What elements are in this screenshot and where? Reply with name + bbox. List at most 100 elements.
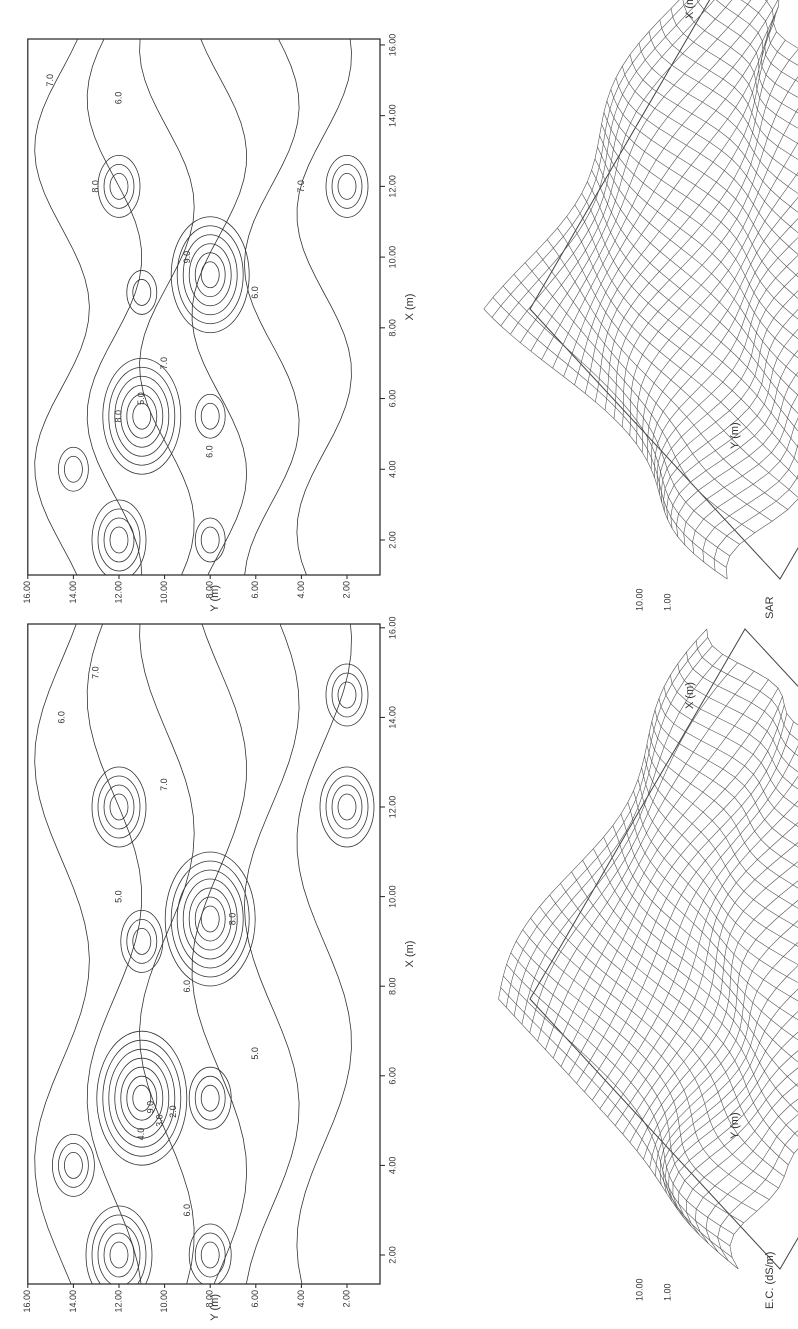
surface-y-label: Y (m) [729,1112,741,1139]
contours [35,583,374,1304]
x-tick-label: 8.00 [387,977,397,995]
mesh-line [687,652,798,922]
contour-line [338,682,356,708]
mesh-line [639,43,798,313]
contours [35,10,368,580]
surface-x-label: X (m) [684,682,696,709]
mesh-line [651,99,798,469]
contour-line [201,403,219,429]
y-tick-label: 10.00 [159,581,169,604]
contour-label: 7.0 [45,74,55,87]
mesh-line [630,66,798,436]
y-tick-label: 4.00 [296,1290,306,1308]
x-axis-label: X (m) [404,294,416,321]
contour-label: 9.0 [182,251,192,264]
mesh-line [694,0,798,255]
mesh-line [611,89,798,359]
contour-line [195,394,225,438]
mesh-line [575,205,798,475]
mesh-line [642,82,798,452]
contour-line [127,919,157,963]
contour-line [92,1215,146,1295]
contour-line [87,583,142,1300]
mesh-line [645,756,798,1026]
contour-line [195,1076,225,1120]
y-axis-label: Y (m) [209,585,221,612]
z-tick-label: 10.00 [634,1278,644,1301]
x-tick-label: 12.00 [387,175,397,198]
x-tick-label: 4.00 [387,460,397,478]
contour-line [320,767,374,847]
mesh-line [536,251,772,521]
mesh-line [501,987,732,1257]
contour-line [332,164,362,208]
y-tick-label: 16.00 [22,581,32,604]
mesh-line [621,814,798,1084]
mesh-line [615,756,798,1126]
contour-line [338,173,356,199]
x-tick-label: 16.00 [387,617,397,640]
x-tick-label: 6.00 [387,1067,397,1085]
mesh-line [730,899,798,1269]
mesh-line [585,23,774,393]
mesh-line [569,705,785,1075]
rotated-figure: 2.004.006.008.0010.0012.0014.0016.002.00… [22,0,798,1321]
contour-label: 7.0 [159,357,169,370]
mesh-line [567,217,798,487]
x-tick-label: 14.00 [387,706,397,729]
mesh-line [634,791,798,1061]
contour-line [332,785,362,829]
x-tick-label: 14.00 [387,104,397,127]
mesh-line [583,860,798,1130]
contour-line [127,270,157,314]
contour-label: 5.0 [250,1047,260,1060]
contour-line [64,1152,82,1178]
contour-line [201,906,219,932]
z-tick-label: 1.00 [662,1283,672,1301]
contour-line [195,897,225,941]
contour-line [297,583,352,1300]
mesh-line [605,40,785,410]
contour-line [165,852,255,986]
mesh-line [499,999,739,1269]
mesh-line [647,91,798,461]
plot-frame [28,39,380,575]
mesh-line [730,0,798,209]
y-tick-label: 6.00 [250,1290,260,1308]
x-tick-label: 10.00 [387,246,397,269]
mesh-line [682,0,798,267]
mesh-line [647,745,798,1015]
surface-base [530,629,798,1269]
contour-line [110,527,128,553]
contour-line [104,1233,134,1277]
y-tick-label: 4.00 [296,581,306,599]
mesh-line [616,78,798,348]
x-tick-label: 10.00 [387,885,397,908]
contour-label: 8.0 [91,180,101,193]
mesh-line [523,930,770,1200]
surface-x-label: X (m) [684,0,696,19]
contour-line [201,1085,219,1111]
mesh-line [514,274,740,544]
mesh-line [575,15,776,385]
mesh-line [595,159,798,429]
contour-line [86,1206,152,1304]
mesh-line [665,832,798,1202]
mesh-line [545,680,768,1050]
figure: 2.004.006.008.0010.0012.0014.0016.002.00… [0,0,798,1329]
contour-line [140,583,195,1300]
mesh-line [644,789,798,1159]
contour-line [58,1143,88,1187]
contour-label: 6.0 [182,980,192,993]
contour-line [338,794,356,820]
x-tick-label: 16.00 [387,34,397,57]
y-tick-label: 6.00 [250,581,260,599]
x-tick-label: 4.00 [387,1157,397,1175]
mesh-line [514,646,712,1016]
contour-line [297,10,352,576]
contour-line [195,518,225,562]
contour-label: 5.0 [113,890,123,903]
contour-line [183,235,237,315]
contour-line [64,456,82,482]
contour-label: 8.0 [113,410,123,423]
